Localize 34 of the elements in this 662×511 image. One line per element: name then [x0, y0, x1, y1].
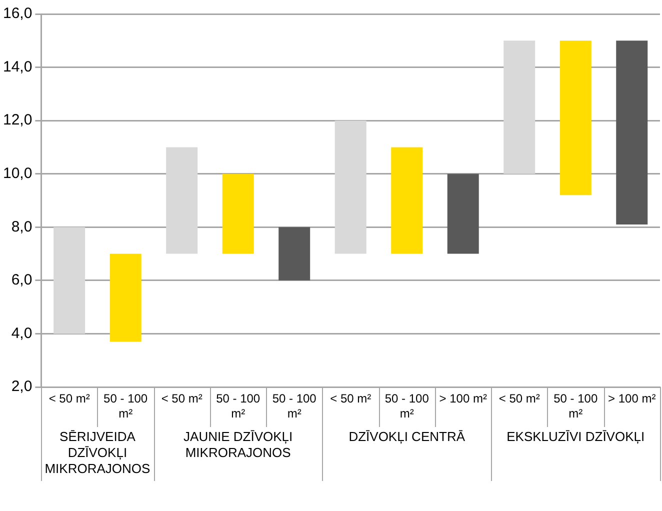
- x-tick-label: > 100 m²: [608, 391, 656, 406]
- x-tick-label: < 50 m²: [330, 391, 372, 406]
- y-tick-label: 2,0: [11, 378, 32, 396]
- bar: [616, 40, 648, 224]
- y-tick-label: 14,0: [2, 58, 32, 76]
- x-tick-label: 50 - 100 m²: [216, 391, 260, 420]
- bar: [278, 227, 310, 280]
- bar: [391, 147, 423, 254]
- bar: [334, 120, 366, 254]
- bar: [54, 227, 86, 334]
- text: SĒRIJVEIDA DZĪVOKĻI MIKRORAJONOS: [44, 429, 150, 476]
- x-tick-label: < 50 m²: [161, 391, 202, 406]
- y-tick-label: 6,0: [11, 272, 32, 289]
- y-tick-label: 8,0: [11, 218, 32, 236]
- bar: [110, 254, 142, 342]
- x-tick-label: > 100 m²: [439, 391, 487, 406]
- y-tick-label: 10,0: [2, 165, 32, 182]
- x-tick-label: 50 - 100 m²: [104, 391, 148, 420]
- y-tick-label: 16,0: [2, 5, 32, 22]
- x-tick-label: 50 - 100 m²: [554, 391, 598, 420]
- bar: [166, 147, 198, 254]
- bar: [560, 40, 592, 196]
- x-tick-label: 50 - 100 m²: [272, 391, 317, 420]
- bar: [447, 174, 479, 254]
- bar: [504, 40, 536, 174]
- text: EKSKLUZĪVI DZĪVOKĻI: [506, 429, 645, 444]
- text: JAUNIE DZĪVOKĻI MIKRORAJONOS: [184, 429, 293, 460]
- bar: [222, 174, 254, 254]
- x-tick-label: < 50 m²: [48, 391, 90, 406]
- x-tick-label: 50 - 100 m²: [384, 391, 430, 420]
- x-tick-label: < 50 m²: [498, 391, 540, 406]
- y-tick-label: 4,0: [11, 324, 32, 342]
- y-tick-label: 12,0: [2, 112, 32, 129]
- text: DZĪVOKĻI CENTRĀ: [348, 429, 466, 444]
